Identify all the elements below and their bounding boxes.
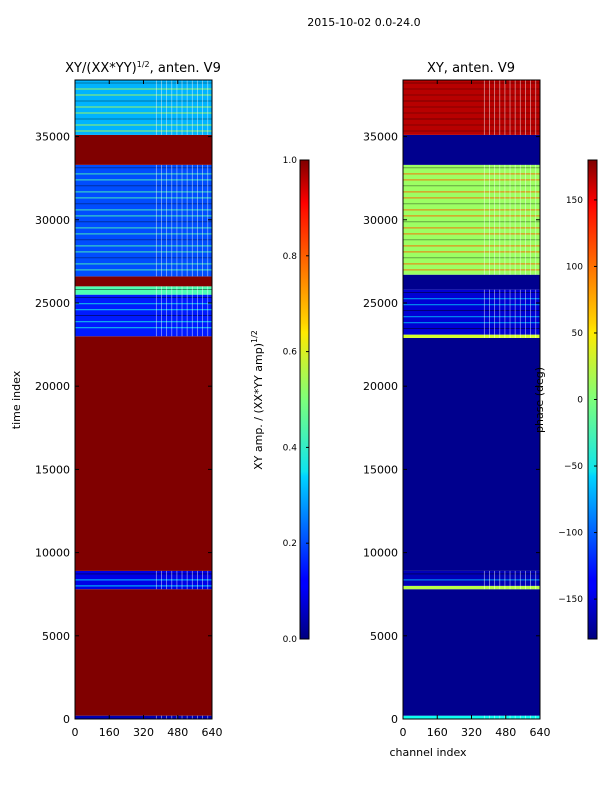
right-colorbar-tick-label: −100 (558, 529, 583, 539)
left-colorbar: 0.0 0.2 0.4 0.6 0.8 1.0 XY amp. / (XX*YY amp)… (250, 156, 310, 645)
right-colorbar-tick-label: 100 (566, 262, 583, 272)
left-colorbar-tick-label: 0.2 (283, 539, 297, 549)
left-y-tick-label: 20000 (35, 380, 70, 393)
left-heatmap-stripes (75, 80, 212, 719)
right-heatmap-band (403, 334, 540, 338)
left-heatmap (75, 80, 212, 719)
right-heatmap-band (403, 589, 540, 716)
left-x-tick-label: 320 (133, 726, 154, 739)
right-y-tick-label: 15000 (363, 463, 398, 476)
left-colorbar-tick-label: 0.6 (283, 348, 298, 358)
right-heatmap-band (403, 337, 540, 571)
right-heatmap-band (403, 274, 540, 290)
left-panel: XY/(XX*YY)1/2, anten. V9 0 160 320 480 640 0… (10, 60, 223, 739)
left-y-axis-label: time index (10, 370, 23, 429)
left-y-tick-label: 15000 (35, 463, 70, 476)
right-x-tick-label: 640 (530, 726, 551, 739)
left-x-tick-label: 160 (99, 726, 120, 739)
left-heatmap-band (75, 164, 212, 277)
left-y-tick-label: 5000 (42, 630, 70, 643)
left-y-tick-label: 0 (63, 713, 70, 726)
left-x-tick-label: 640 (202, 726, 223, 739)
left-y-tick-label: 25000 (35, 297, 70, 310)
right-colorbar-tick-label: 0 (577, 396, 583, 406)
right-panel: XY, anten. V9 0 160 320 480 640 0 5000 10000 15… (363, 61, 551, 759)
right-heatmap-band (403, 289, 540, 335)
left-heatmap-band (75, 589, 212, 716)
left-y-tick-label: 35000 (35, 131, 70, 144)
left-colorbar-tick-label: 0.8 (283, 252, 298, 262)
right-y-tick-label: 35000 (363, 131, 398, 144)
right-y-tick-label: 25000 (363, 297, 398, 310)
left-y-tick-label: 30000 (35, 214, 70, 227)
left-heatmap-band (75, 336, 212, 571)
left-x-tick-label: 0 (72, 726, 79, 739)
left-colorbar-label: XY amp. / (XX*YY amp)1/2 (250, 330, 265, 470)
left-colorbar-tick-label: 0.4 (283, 443, 298, 453)
right-x-tick-label: 160 (427, 726, 448, 739)
right-x-tick-label: 480 (495, 726, 516, 739)
right-colorbar-ticks: −150 −100 −50 0 50 100 150 (558, 196, 597, 605)
left-colorbar-tick-label: 1.0 (283, 156, 298, 166)
right-colorbar-tick-label: −150 (558, 595, 583, 605)
figure-suptitle: 2015-10-02 0.0-24.0 (307, 16, 420, 29)
left-panel-title: XY/(XX*YY)1/2, anten. V9 (65, 60, 221, 76)
left-y-axis: 0 5000 10000 15000 20000 25000 30000 35000 (35, 131, 212, 726)
right-x-axis-label: channel index (389, 746, 467, 759)
right-colorbar-tick-label: 150 (566, 196, 583, 206)
right-panel-title: XY, anten. V9 (427, 61, 515, 76)
right-x-axis: 0 160 320 480 640 (400, 80, 551, 739)
right-heatmap-band (403, 570, 540, 586)
right-heatmap-stripes (403, 80, 540, 719)
right-y-axis: 0 5000 10000 15000 20000 25000 30000 35000 (363, 131, 540, 726)
right-heatmap (403, 80, 540, 719)
right-x-tick-label: 0 (400, 726, 407, 739)
left-y-tick-label: 10000 (35, 547, 70, 560)
right-colorbar-tick-label: −50 (564, 462, 583, 472)
right-colorbar: phase (deg) −150 −100 −50 0 50 100 150 (533, 159, 598, 640)
right-heatmap-band (403, 585, 540, 590)
right-y-tick-label: 20000 (363, 380, 398, 393)
left-colorbar-ticks: 0.0 0.2 0.4 0.6 0.8 1.0 (283, 156, 309, 645)
left-heatmap-band (75, 276, 212, 287)
left-heatmap-band (75, 286, 212, 295)
right-y-tick-label: 30000 (363, 214, 398, 227)
right-heatmap-band (403, 164, 540, 275)
right-heatmap-band (403, 134, 540, 165)
left-x-tick-label: 480 (167, 726, 188, 739)
left-colorbar-gradient (299, 159, 310, 640)
right-colorbar-label: phase (deg) (533, 367, 546, 433)
left-colorbar-tick-label: 0.0 (283, 635, 298, 645)
left-x-axis: 0 160 320 480 640 (72, 80, 223, 739)
right-y-tick-label: 5000 (370, 630, 398, 643)
right-y-tick-label: 0 (391, 713, 398, 726)
right-x-tick-label: 320 (461, 726, 482, 739)
right-colorbar-tick-label: 50 (572, 329, 584, 339)
left-heatmap-band (75, 134, 212, 165)
right-y-tick-label: 10000 (363, 547, 398, 560)
